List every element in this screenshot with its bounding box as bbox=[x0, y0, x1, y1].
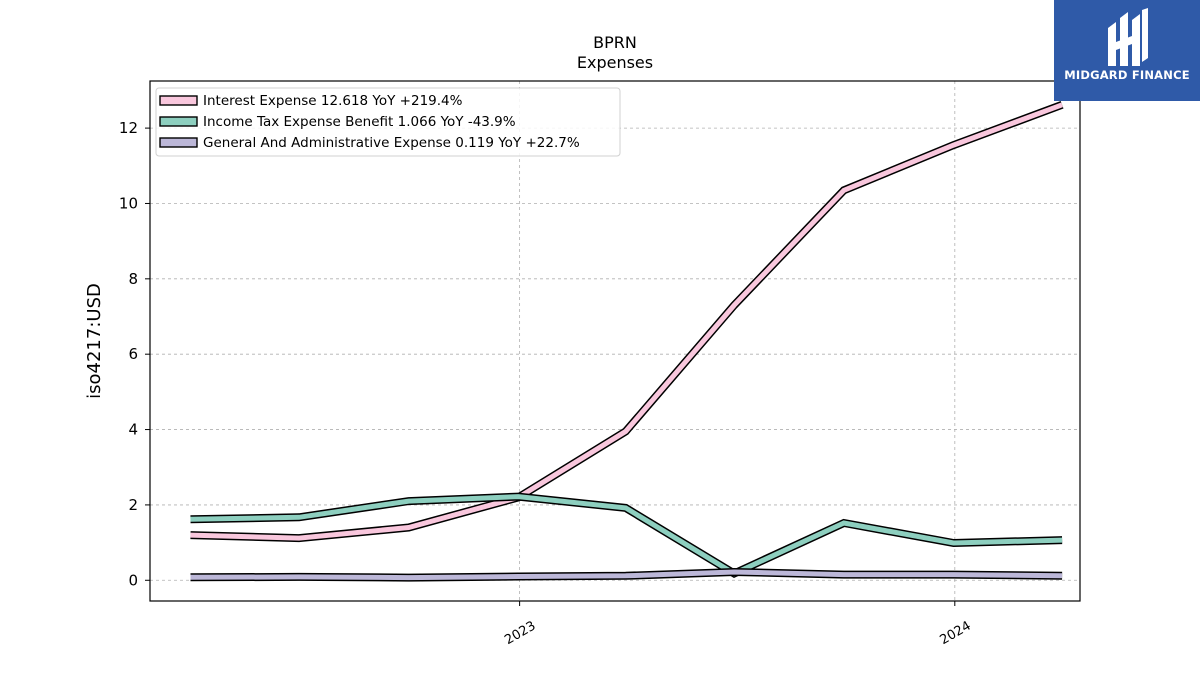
chart-title: BPRN bbox=[593, 33, 637, 52]
y-axis-label: iso4217:USD bbox=[84, 283, 105, 399]
chart-subtitle: Expenses bbox=[577, 53, 653, 72]
series-1 bbox=[190, 101, 1064, 543]
logo: MIDGARD FINANCE bbox=[1054, 0, 1200, 101]
axis-ticks: 0 2 4 6 8 10 12 2023 2024 bbox=[119, 119, 974, 648]
y-tick-label: 4 bbox=[128, 421, 138, 439]
series-3 bbox=[190, 567, 1063, 582]
logo-mark-icon bbox=[1108, 8, 1148, 66]
y-tick-label: 2 bbox=[128, 496, 138, 514]
y-tick-label: 6 bbox=[128, 345, 138, 363]
y-tick-label: 10 bbox=[119, 194, 138, 212]
legend-entry: Interest Expense 12.618 YoY +219.4% bbox=[203, 93, 463, 109]
plot-frame bbox=[149, 80, 1081, 602]
legend: Interest Expense 12.618 YoY +219.4% Incom… bbox=[155, 87, 621, 157]
gridlines bbox=[150, 81, 1080, 601]
y-tick-label: 12 bbox=[119, 119, 138, 137]
series-line-outline bbox=[190, 101, 1064, 543]
legend-swatch bbox=[159, 95, 198, 106]
series-2 bbox=[190, 492, 1063, 579]
y-tick-label: 0 bbox=[128, 571, 138, 589]
legend-swatch bbox=[159, 116, 198, 127]
series-lines bbox=[190, 101, 1064, 582]
logo-text: MIDGARD FINANCE bbox=[1064, 68, 1190, 82]
series-line bbox=[190, 494, 1063, 577]
x-tick-label: 2024 bbox=[937, 619, 973, 649]
x-tick-label: 2023 bbox=[502, 619, 538, 649]
legend-box bbox=[155, 87, 621, 157]
legend-swatch bbox=[159, 137, 198, 148]
series-line bbox=[190, 569, 1063, 581]
legend-entry: Income Tax Expense Benefit 1.066 YoY -43… bbox=[203, 114, 516, 130]
series-line bbox=[190, 102, 1063, 541]
y-tick-label: 8 bbox=[128, 270, 138, 288]
legend-entry: General And Administrative Expense 0.119… bbox=[203, 135, 580, 151]
